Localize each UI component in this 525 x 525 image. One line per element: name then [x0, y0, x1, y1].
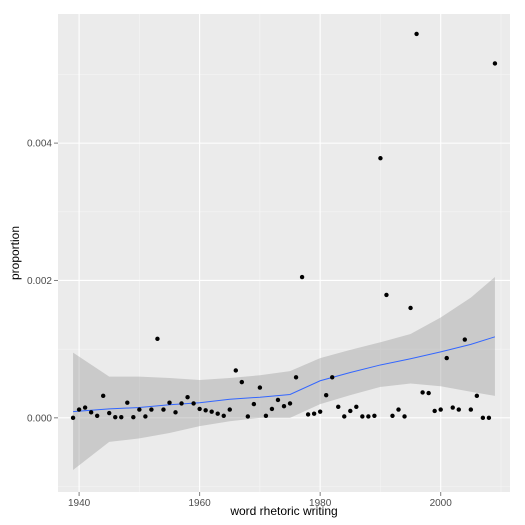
data-point [426, 390, 431, 396]
data-point [462, 337, 467, 342]
data-point [233, 368, 238, 373]
data-point [486, 415, 492, 421]
data-point [330, 375, 335, 380]
y-axis-title: proportion [8, 226, 22, 280]
y-tick-label: 0.002 [27, 276, 52, 287]
data-point [438, 407, 443, 412]
data-points [70, 31, 498, 421]
data-point [360, 414, 365, 419]
data-point [209, 409, 214, 414]
data-point [450, 405, 455, 410]
data-point [131, 414, 136, 420]
data-point [444, 355, 449, 361]
data-point [474, 393, 480, 399]
data-point [402, 414, 407, 419]
y-tick-label: 0.004 [27, 139, 52, 150]
data-point [342, 414, 347, 419]
data-point [480, 415, 486, 421]
data-point [432, 408, 437, 414]
data-point [384, 292, 389, 298]
data-point [179, 401, 184, 406]
data-point [299, 274, 305, 280]
data-point [293, 375, 299, 380]
x-tick-label: 1980 [309, 498, 332, 509]
y-tick-label: 0.000 [27, 413, 52, 424]
data-point [197, 406, 202, 412]
data-point [287, 401, 293, 406]
data-point [269, 406, 275, 412]
data-point [82, 405, 88, 410]
data-point [149, 407, 154, 412]
data-point [492, 61, 498, 66]
data-point [70, 415, 76, 421]
data-point [281, 403, 287, 409]
data-point [396, 407, 401, 412]
x-tick-label: 2000 [430, 498, 453, 509]
data-point [173, 410, 178, 415]
x-axis-title: word rhetoric writing [229, 504, 337, 518]
data-point [94, 413, 100, 418]
data-point [76, 407, 82, 412]
y-axis-ticks: 0.000 0.002 0.004 [27, 139, 58, 424]
data-point [185, 395, 190, 400]
data-point [161, 407, 166, 412]
data-point [275, 397, 281, 403]
data-point [263, 413, 269, 418]
data-point [305, 412, 311, 417]
data-point [143, 414, 148, 419]
data-point [348, 408, 353, 414]
data-point [378, 156, 383, 161]
data-point [155, 336, 160, 342]
data-point [311, 411, 317, 416]
data-point [113, 414, 118, 420]
data-point [251, 401, 257, 407]
data-point [336, 404, 341, 410]
data-point [414, 31, 419, 37]
data-point [372, 413, 377, 418]
x-tick-label: 1960 [189, 498, 212, 509]
data-point [239, 379, 245, 385]
data-point [408, 305, 413, 311]
data-point [468, 407, 474, 412]
data-point [167, 400, 172, 405]
data-point [101, 393, 106, 399]
data-point [125, 400, 130, 405]
data-point [191, 401, 196, 406]
data-point [420, 390, 425, 395]
data-point [227, 407, 232, 412]
data-point [390, 413, 395, 418]
data-point [119, 414, 124, 420]
data-point [137, 407, 142, 412]
data-point [366, 414, 371, 419]
data-point [323, 392, 329, 398]
data-point [456, 407, 461, 412]
data-point [354, 404, 359, 410]
data-point [203, 408, 208, 413]
x-tick-label: 1940 [68, 498, 91, 509]
data-point [257, 385, 263, 390]
confidence-band [73, 277, 495, 471]
data-point [317, 409, 323, 414]
data-point [221, 413, 226, 418]
minor-gridlines [58, 14, 510, 492]
smooth-trend-line [73, 336, 496, 413]
data-point [107, 410, 112, 416]
data-point [88, 410, 94, 415]
x-axis-ticks: 1940 1960 1980 2000 [68, 492, 452, 509]
data-point [245, 414, 251, 419]
data-point [215, 411, 220, 416]
